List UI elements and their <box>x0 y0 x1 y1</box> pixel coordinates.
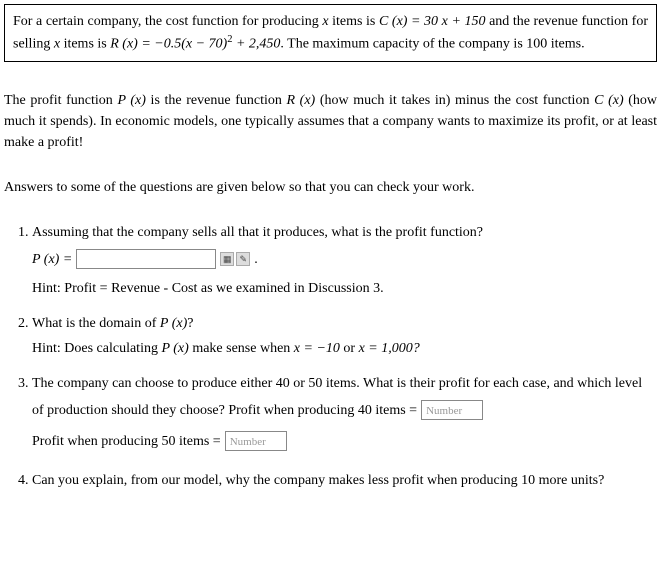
text: items is <box>60 37 110 52</box>
q3-row-40: Profit when producing 40 items = <box>228 400 483 421</box>
text: (how much it takes in) minus the cost fu… <box>315 93 594 108</box>
label: Profit when producing 40 items = <box>228 400 417 421</box>
q2-text-a: What is the domain of <box>32 316 160 331</box>
text: items is <box>329 14 379 29</box>
x-eq-1000: x = 1,000? <box>359 341 420 356</box>
problems-list: Assuming that the company sells all that… <box>4 222 657 491</box>
text: For a certain company, the cost function… <box>13 14 322 29</box>
problem-statement-box: For a certain company, the cost function… <box>4 4 657 62</box>
p-of-x: P (x) <box>117 93 145 108</box>
q2-hint: Hint: Does calculating P (x) make sense … <box>32 338 657 359</box>
text: is the revenue function <box>146 93 287 108</box>
profit-definition-paragraph: The profit function P (x) is the revenue… <box>4 90 657 153</box>
question-2: What is the domain of P (x)? Hint: Does … <box>32 313 657 359</box>
q1-hint: Hint: Profit = Revenue - Cost as we exam… <box>32 278 657 299</box>
or: or <box>340 341 359 356</box>
period: . <box>254 249 258 270</box>
rev-expr-open: R (x) = −0.5(x − 70) <box>110 37 227 52</box>
p-of-x: P (x) <box>161 341 188 356</box>
profit-50-input[interactable] <box>225 431 287 451</box>
profit-40-input[interactable] <box>421 400 483 420</box>
tool-icon[interactable]: ✎ <box>236 252 250 266</box>
c-of-x: C (x) <box>594 93 624 108</box>
q2-hint-b: make sense when <box>189 341 294 356</box>
tool-icon[interactable]: ▦ <box>220 252 234 266</box>
q4-text: Can you explain, from our model, why the… <box>32 473 604 488</box>
text: . The maximum capacity of the company is… <box>280 37 584 52</box>
text: The profit function <box>4 93 117 108</box>
question-1: Assuming that the company sells all that… <box>32 222 657 299</box>
input-tools: ▦ ✎ <box>220 252 250 266</box>
answers-lead: Answers to some of the questions are giv… <box>4 177 657 198</box>
px-equals: P (x) = <box>32 249 72 270</box>
question-3: The company can choose to produce either… <box>32 373 657 456</box>
x-eq-neg10: x = −10 <box>294 341 340 356</box>
p-of-x: P (x) <box>160 316 187 331</box>
q1-text: Assuming that the company sells all that… <box>32 225 483 240</box>
profit-function-input[interactable] <box>76 249 216 269</box>
q3-row-50: Profit when producing 50 items = <box>32 431 287 452</box>
label: Profit when producing 50 items = <box>32 431 221 452</box>
q2-hint-a: Hint: Does calculating <box>32 341 161 356</box>
rev-expr-close: + 2,450 <box>232 37 280 52</box>
cost-expr: C (x) = 30 x + 150 <box>379 14 486 29</box>
q2-text-b: ? <box>187 316 193 331</box>
q1-answer-row: P (x) = ▦ ✎ . <box>32 249 258 270</box>
r-of-x: R (x) <box>287 93 316 108</box>
question-4: Can you explain, from our model, why the… <box>32 470 657 491</box>
